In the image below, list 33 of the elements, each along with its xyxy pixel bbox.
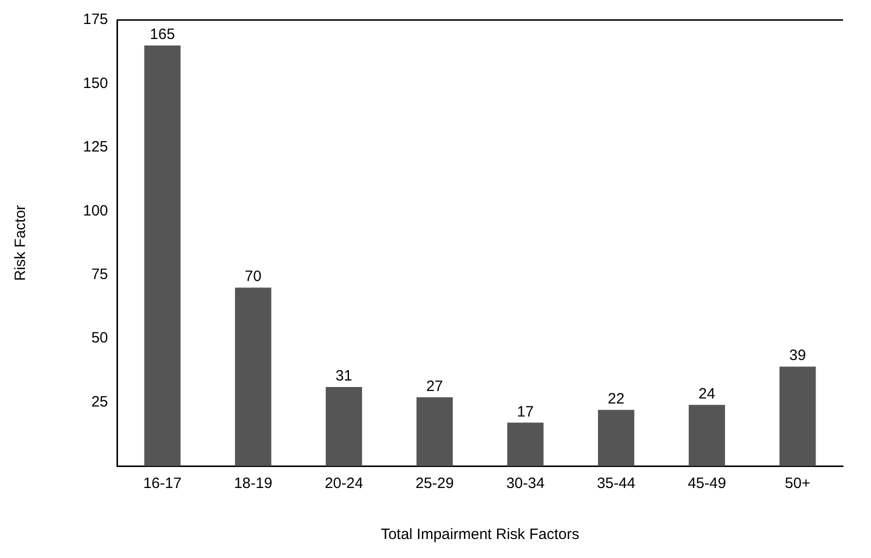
data-label: 17 bbox=[517, 403, 534, 420]
data-label: 27 bbox=[426, 378, 443, 395]
bar bbox=[779, 366, 816, 466]
x-tick-label: 35-44 bbox=[596, 475, 636, 492]
x-axis-title: Total Impairment Risk Factors bbox=[380, 526, 580, 544]
y-tick-label: 50 bbox=[91, 330, 108, 347]
data-label: 165 bbox=[150, 26, 175, 44]
x-tick-label: 45-49 bbox=[688, 475, 726, 492]
y-tick-label: 25 bbox=[91, 393, 108, 410]
x-tick-label: 20-24 bbox=[324, 475, 364, 492]
x-tick-label: 18-19 bbox=[234, 475, 272, 492]
x-tick-label: 30-34 bbox=[506, 475, 545, 492]
data-label: 24 bbox=[698, 385, 716, 402]
bar bbox=[416, 397, 453, 466]
bar bbox=[598, 410, 634, 466]
data-label: 31 bbox=[336, 368, 352, 385]
data-label: 39 bbox=[789, 347, 806, 364]
bar bbox=[326, 386, 362, 466]
x-tick-label: 25-29 bbox=[415, 475, 454, 492]
data-label: 22 bbox=[608, 390, 624, 408]
x-tick-label: 50+ bbox=[784, 475, 811, 492]
y-tick-label: 100 bbox=[82, 202, 108, 220]
y-tick-label: 150 bbox=[82, 74, 108, 92]
data-label: 70 bbox=[244, 268, 262, 286]
y-tick-label: 175 bbox=[82, 11, 108, 28]
y-axis-title: Risk Factor bbox=[12, 205, 30, 281]
y-tick-label: 75 bbox=[91, 266, 108, 283]
x-tick-label: 16-17 bbox=[143, 475, 182, 492]
bar bbox=[235, 288, 272, 466]
bar bbox=[144, 45, 181, 466]
y-tick-label: 125 bbox=[82, 138, 108, 156]
bar bbox=[507, 422, 544, 466]
bar bbox=[688, 404, 726, 466]
